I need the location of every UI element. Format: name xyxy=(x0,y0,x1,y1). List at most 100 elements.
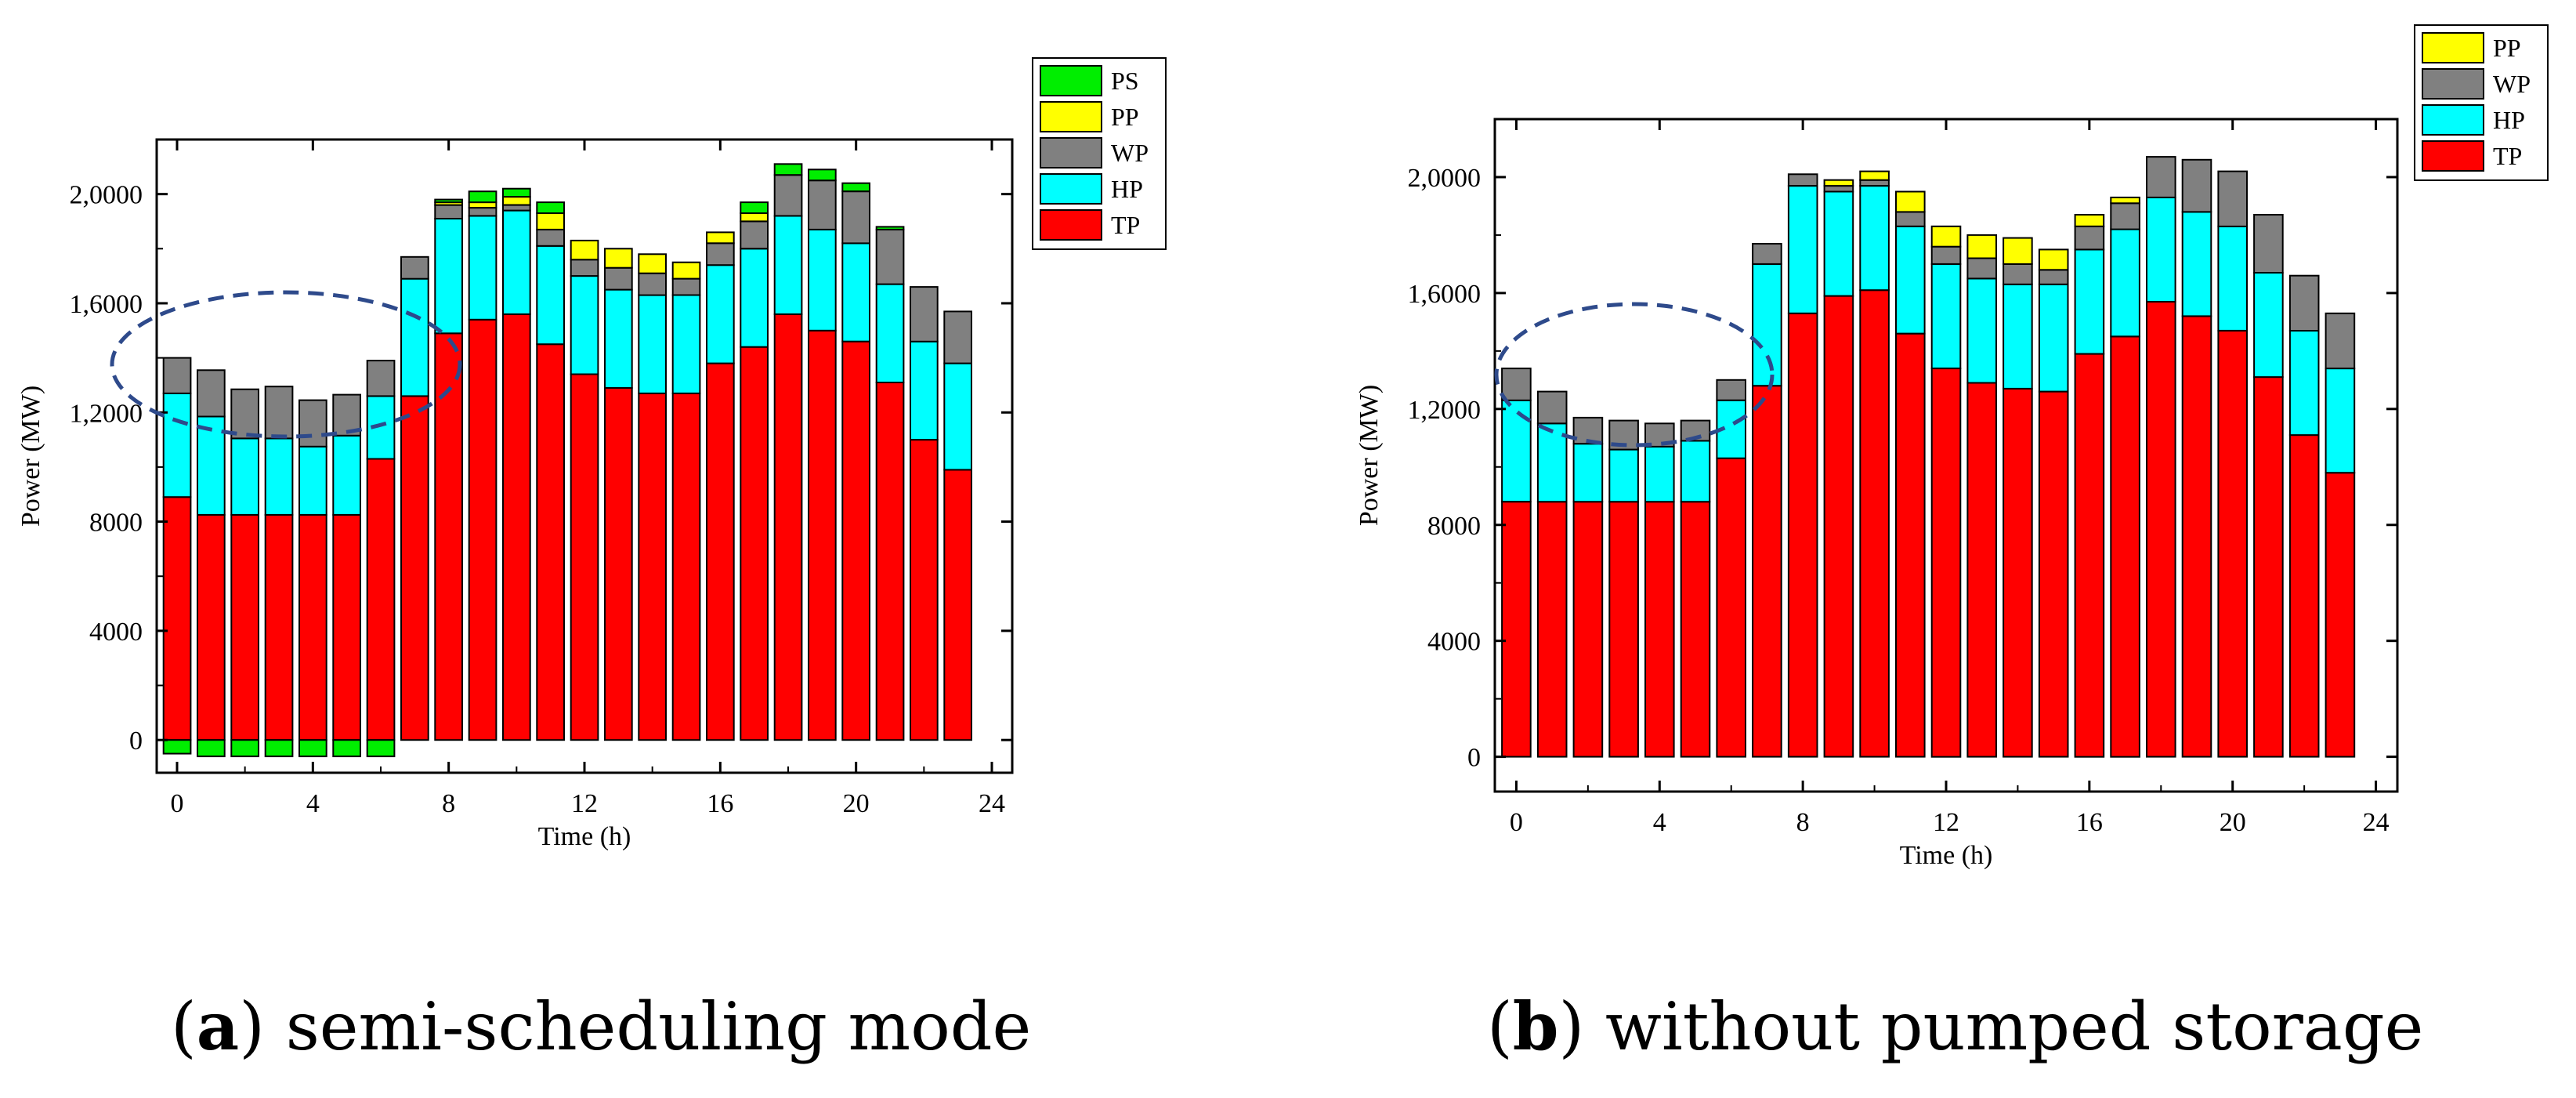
bar-hp-h11 xyxy=(536,245,565,346)
legend-swatch-pp xyxy=(2422,32,2484,63)
bar-wp-h13 xyxy=(1966,257,1997,280)
bar-wp-h0 xyxy=(162,357,192,394)
bar-wp-h23 xyxy=(943,310,973,364)
bar-tp-h7 xyxy=(1752,385,1782,758)
bar-pp-h14 xyxy=(2003,237,2033,265)
bar-tp-h18 xyxy=(2146,301,2176,758)
bar-hp-h13 xyxy=(1966,277,1997,384)
bar-tp-h15 xyxy=(2038,390,2069,758)
y-tick-label: 2,0000 xyxy=(1408,164,1482,193)
y-tick-label: 2,0000 xyxy=(70,181,143,210)
bar-ps-h6 xyxy=(366,739,396,758)
bar-hp-h4 xyxy=(298,445,327,516)
bar-wp-h14 xyxy=(638,272,667,296)
legend-swatch-wp xyxy=(1040,137,1102,169)
legend-swatch-hp xyxy=(1040,173,1102,205)
x-tick-label: 0 xyxy=(171,789,184,818)
bar-tp-h5 xyxy=(1680,501,1711,758)
bar-wp-h19 xyxy=(2181,158,2212,213)
bar-pp-h11 xyxy=(1895,190,1926,213)
bar-wp-h3 xyxy=(264,386,294,440)
bar-tp-h16 xyxy=(706,362,735,741)
legend-label-ps: PS xyxy=(1111,67,1139,95)
bar-tp-h8 xyxy=(434,332,463,741)
legend-label-pp: PP xyxy=(1111,103,1139,131)
bar-tp-h21 xyxy=(2253,376,2284,758)
bar-hp-h21 xyxy=(875,283,905,384)
y-tick-label: 8000 xyxy=(89,509,143,538)
bar-wp-h18 xyxy=(2146,156,2176,198)
bar-wp-h2 xyxy=(230,388,259,440)
bar-pp-h16 xyxy=(706,231,735,245)
x-tick-label: 12 xyxy=(571,789,598,818)
bar-wp-h23 xyxy=(2325,312,2356,370)
bar-tp-h9 xyxy=(468,318,497,741)
bars-b xyxy=(1501,156,2356,758)
legend-label-tp: TP xyxy=(1111,211,1140,239)
bar-ps-h2 xyxy=(230,739,259,758)
x-tick-label: 4 xyxy=(1653,808,1666,837)
bars-a xyxy=(162,163,973,758)
bar-ps-h9 xyxy=(468,190,497,204)
y-tick-label: 8000 xyxy=(1427,512,1481,541)
bar-pp-h10 xyxy=(1859,170,1890,181)
bar-tp-h7 xyxy=(400,395,429,741)
bar-ps-h17 xyxy=(740,201,769,215)
caption-a: (a) semi-scheduling mode xyxy=(171,987,1032,1065)
x-tick-label: 20 xyxy=(843,789,870,818)
y-tick-label: 0 xyxy=(1467,744,1481,773)
legend-swatch-tp xyxy=(1040,209,1102,241)
bar-hp-h14 xyxy=(2003,283,2033,390)
bar-tp-h23 xyxy=(943,469,973,741)
legend-swatch-pp xyxy=(1040,101,1102,132)
bar-wp-h12 xyxy=(1930,245,1962,265)
bar-wp-h0 xyxy=(1501,368,1532,401)
bar-hp-h15 xyxy=(671,294,701,394)
bar-tp-h22 xyxy=(2288,434,2320,758)
y-tick-label: 4000 xyxy=(89,618,143,647)
bar-hp-h12 xyxy=(1930,263,1962,369)
bar-tp-h4 xyxy=(1644,501,1675,758)
y-tick-label: 1,2000 xyxy=(70,399,143,428)
bar-ps-h0 xyxy=(162,739,192,755)
bar-pp-h17 xyxy=(2110,196,2140,205)
bar-wp-h16 xyxy=(2074,225,2105,251)
bar-hp-h8 xyxy=(1787,185,1818,314)
bar-hp-h17 xyxy=(740,248,769,348)
legend-a: PS PP WP HP TP xyxy=(1032,57,1167,250)
bar-pp-h15 xyxy=(2038,248,2069,271)
bar-hp-h7 xyxy=(1752,263,1782,387)
bar-hp-h21 xyxy=(2253,272,2284,379)
bar-tp-h2 xyxy=(230,513,259,741)
bar-pp-h12 xyxy=(570,239,599,261)
bar-tp-h8 xyxy=(1787,312,1818,758)
bar-hp-h14 xyxy=(638,294,667,394)
x-tick-label: 24 xyxy=(979,789,1005,818)
bar-wp-h6 xyxy=(1716,379,1746,401)
bar-wp-h6 xyxy=(366,360,396,397)
bar-hp-h7 xyxy=(400,277,429,397)
legend-label-hp: HP xyxy=(1111,175,1143,203)
bar-hp-h11 xyxy=(1895,225,1926,335)
y-tick-label: 4000 xyxy=(1427,628,1481,657)
bar-pp-h16 xyxy=(2074,214,2105,227)
bar-hp-h0 xyxy=(162,392,192,498)
legend-label-wp: WP xyxy=(1111,139,1149,167)
bar-ps-h8 xyxy=(434,198,463,204)
bar-tp-h20 xyxy=(2217,330,2248,758)
bar-wp-h1 xyxy=(197,369,226,418)
bar-ps-h20 xyxy=(841,182,871,193)
bar-ps-h19 xyxy=(808,169,837,182)
y-axis-a: 0 4000 8000 1,2000 1,6000 2,0000 Power (MW) xyxy=(16,181,1012,756)
bar-tp-h6 xyxy=(366,458,396,741)
bar-ps-h10 xyxy=(502,187,531,198)
bar-wp-h19 xyxy=(808,179,837,230)
bar-tp-h12 xyxy=(1930,368,1962,758)
bar-tp-h3 xyxy=(1608,501,1639,758)
bar-hp-h16 xyxy=(2074,248,2105,355)
bar-tp-h1 xyxy=(1536,501,1568,758)
bar-hp-h4 xyxy=(1644,445,1675,503)
